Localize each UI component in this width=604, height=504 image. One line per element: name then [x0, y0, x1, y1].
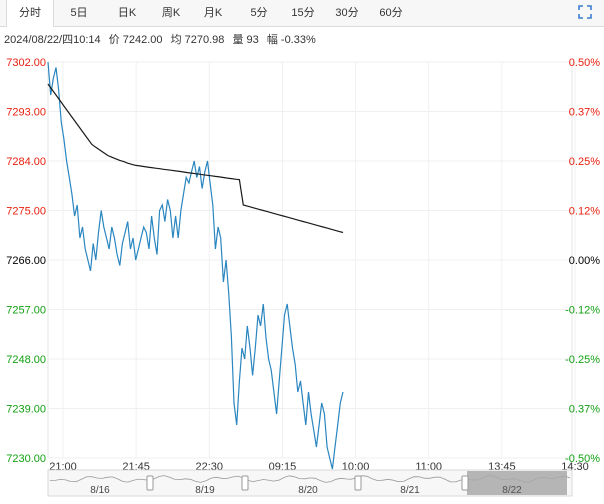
right-tick-label: 0.37% — [569, 107, 600, 119]
navigator-date-label: 8/19 — [195, 485, 215, 496]
period-tab-bar: 分时 5日 日K 周K 月K 5分 15分 30分 60分 — [0, 0, 604, 27]
navigator-date-label: 8/22 — [502, 485, 522, 496]
quote-volume: 量 93 — [232, 34, 259, 46]
y-tick-label: 7239.00 — [6, 404, 46, 416]
y-tick-label: 7284.00 — [6, 156, 46, 168]
expand-corners-icon[interactable] — [578, 5, 592, 19]
quote-info-line: 2024/08/22/四10:14 价 7242.00 均 7270.98 量 … — [4, 31, 321, 47]
price-line — [47, 61, 344, 470]
tab-6[interactable]: 15分 — [291, 7, 315, 19]
navigator-right-handle[interactable] — [461, 475, 469, 491]
quote-datetime: 2024/08/22/四10:14 — [4, 34, 101, 46]
tab-1[interactable]: 5日 — [70, 7, 88, 19]
y-tick-label: 7248.00 — [6, 354, 46, 366]
tab-2[interactable]: 日K — [117, 7, 137, 19]
y-tick-label: 7293.00 — [6, 107, 46, 119]
navigator-date-label: 8/16 — [90, 485, 110, 496]
tab-7[interactable]: 30分 — [335, 7, 359, 19]
quote-change: 幅 -0.33% — [266, 34, 316, 46]
y-tick-label: 7302.00 — [6, 57, 46, 69]
right-tick-label: -0.25% — [565, 354, 600, 366]
average-line — [47, 83, 344, 234]
right-tick-label: 0.25% — [569, 156, 600, 168]
right-tick-label: -0.50% — [565, 453, 600, 465]
tab-4[interactable]: 月K — [203, 7, 223, 19]
navigator-handle-3[interactable] — [354, 475, 362, 491]
y-tick-label: 7275.00 — [6, 206, 46, 218]
navigator-handle-2[interactable] — [241, 475, 249, 491]
quote-average: 均 7270.98 — [170, 34, 225, 46]
y-tick-label: 7257.00 — [6, 305, 46, 317]
y-tick-label: 7230.00 — [6, 453, 46, 465]
tab-0[interactable]: 分时 — [6, 0, 54, 27]
right-tick-label: -0.12% — [565, 305, 600, 317]
navigator-selection — [467, 471, 567, 495]
right-tick-label: 0.00% — [569, 255, 600, 267]
tab-5[interactable]: 5分 — [250, 7, 268, 19]
right-tick-label: 0.37% — [569, 404, 600, 416]
right-tick-label: 0.12% — [569, 206, 600, 218]
tab-3[interactable]: 周K — [161, 7, 181, 19]
tab-8[interactable]: 60分 — [379, 7, 403, 19]
navigator-left-handle[interactable] — [146, 475, 154, 491]
y-tick-label: 7266.00 — [6, 255, 46, 267]
navigator-date-label: 8/20 — [298, 485, 318, 496]
right-tick-label: 0.50% — [569, 57, 600, 69]
quote-price: 价 7242.00 — [108, 34, 163, 46]
navigator-date-label: 8/21 — [400, 485, 420, 496]
